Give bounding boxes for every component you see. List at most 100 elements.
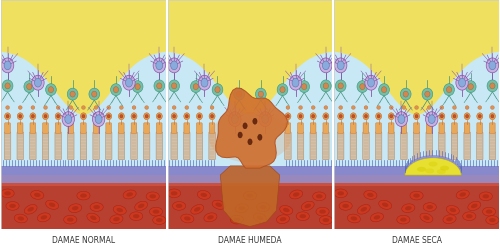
FancyBboxPatch shape xyxy=(18,123,23,133)
Ellipse shape xyxy=(428,162,438,167)
Ellipse shape xyxy=(426,205,433,209)
Ellipse shape xyxy=(478,106,482,109)
Ellipse shape xyxy=(285,113,291,120)
Ellipse shape xyxy=(209,112,291,162)
Ellipse shape xyxy=(491,114,494,118)
Ellipse shape xyxy=(55,113,61,120)
Ellipse shape xyxy=(299,114,302,118)
Ellipse shape xyxy=(2,80,13,92)
Ellipse shape xyxy=(290,75,302,90)
FancyBboxPatch shape xyxy=(476,132,483,160)
Ellipse shape xyxy=(456,190,469,199)
Ellipse shape xyxy=(132,81,143,92)
Ellipse shape xyxy=(312,114,314,118)
Ellipse shape xyxy=(113,217,119,221)
Ellipse shape xyxy=(194,207,200,212)
Polygon shape xyxy=(168,183,332,186)
Ellipse shape xyxy=(4,191,11,195)
FancyBboxPatch shape xyxy=(400,132,407,160)
Ellipse shape xyxy=(466,81,476,92)
FancyBboxPatch shape xyxy=(4,123,10,133)
Ellipse shape xyxy=(364,114,368,118)
Ellipse shape xyxy=(292,78,299,87)
Ellipse shape xyxy=(437,169,446,174)
Ellipse shape xyxy=(422,88,432,100)
Ellipse shape xyxy=(30,113,36,120)
Ellipse shape xyxy=(107,106,110,109)
Ellipse shape xyxy=(426,113,432,120)
Ellipse shape xyxy=(46,200,59,209)
Ellipse shape xyxy=(283,208,290,212)
FancyBboxPatch shape xyxy=(414,123,420,133)
Ellipse shape xyxy=(34,78,42,87)
Ellipse shape xyxy=(460,192,466,197)
Ellipse shape xyxy=(444,84,454,96)
Ellipse shape xyxy=(6,114,9,118)
Ellipse shape xyxy=(95,115,102,123)
FancyBboxPatch shape xyxy=(363,123,368,133)
Ellipse shape xyxy=(94,205,100,209)
Ellipse shape xyxy=(172,114,176,118)
Polygon shape xyxy=(168,0,332,166)
Ellipse shape xyxy=(312,192,326,201)
Ellipse shape xyxy=(423,203,436,211)
Ellipse shape xyxy=(172,106,176,109)
Ellipse shape xyxy=(44,106,48,109)
FancyBboxPatch shape xyxy=(172,123,177,133)
Ellipse shape xyxy=(200,193,207,197)
Ellipse shape xyxy=(198,75,210,90)
Ellipse shape xyxy=(320,80,331,92)
Ellipse shape xyxy=(490,83,495,89)
Ellipse shape xyxy=(170,61,177,70)
Ellipse shape xyxy=(234,88,244,100)
Ellipse shape xyxy=(2,58,14,73)
Ellipse shape xyxy=(452,113,458,120)
Ellipse shape xyxy=(172,83,177,89)
Ellipse shape xyxy=(280,87,285,93)
Ellipse shape xyxy=(486,58,498,73)
Ellipse shape xyxy=(24,204,37,214)
Ellipse shape xyxy=(150,194,156,198)
FancyBboxPatch shape xyxy=(30,132,36,160)
Ellipse shape xyxy=(322,61,330,70)
Ellipse shape xyxy=(135,84,140,90)
Ellipse shape xyxy=(259,112,272,126)
Ellipse shape xyxy=(374,215,380,219)
FancyBboxPatch shape xyxy=(414,132,420,160)
Ellipse shape xyxy=(150,207,162,216)
Ellipse shape xyxy=(466,214,472,218)
Ellipse shape xyxy=(80,194,86,198)
Ellipse shape xyxy=(446,205,460,215)
Ellipse shape xyxy=(339,201,352,210)
FancyBboxPatch shape xyxy=(184,123,190,133)
Ellipse shape xyxy=(339,106,342,109)
FancyBboxPatch shape xyxy=(17,132,24,160)
Ellipse shape xyxy=(450,208,456,212)
Ellipse shape xyxy=(377,114,380,118)
FancyBboxPatch shape xyxy=(68,132,74,160)
Ellipse shape xyxy=(198,114,201,118)
Ellipse shape xyxy=(298,106,302,109)
Ellipse shape xyxy=(368,78,374,87)
Ellipse shape xyxy=(324,106,328,109)
Ellipse shape xyxy=(300,214,306,218)
Ellipse shape xyxy=(156,61,163,70)
Ellipse shape xyxy=(1,189,14,198)
Ellipse shape xyxy=(144,113,150,120)
FancyBboxPatch shape xyxy=(452,123,457,133)
FancyBboxPatch shape xyxy=(338,132,344,160)
FancyBboxPatch shape xyxy=(285,123,290,133)
Ellipse shape xyxy=(107,114,110,118)
Ellipse shape xyxy=(462,212,476,221)
Ellipse shape xyxy=(30,190,44,199)
Ellipse shape xyxy=(466,114,468,118)
FancyBboxPatch shape xyxy=(196,123,202,133)
Ellipse shape xyxy=(364,190,377,199)
Ellipse shape xyxy=(417,167,426,172)
Polygon shape xyxy=(334,0,499,166)
Ellipse shape xyxy=(395,112,407,126)
Ellipse shape xyxy=(168,189,180,198)
Ellipse shape xyxy=(198,106,202,109)
Ellipse shape xyxy=(468,84,473,90)
Ellipse shape xyxy=(352,114,355,118)
